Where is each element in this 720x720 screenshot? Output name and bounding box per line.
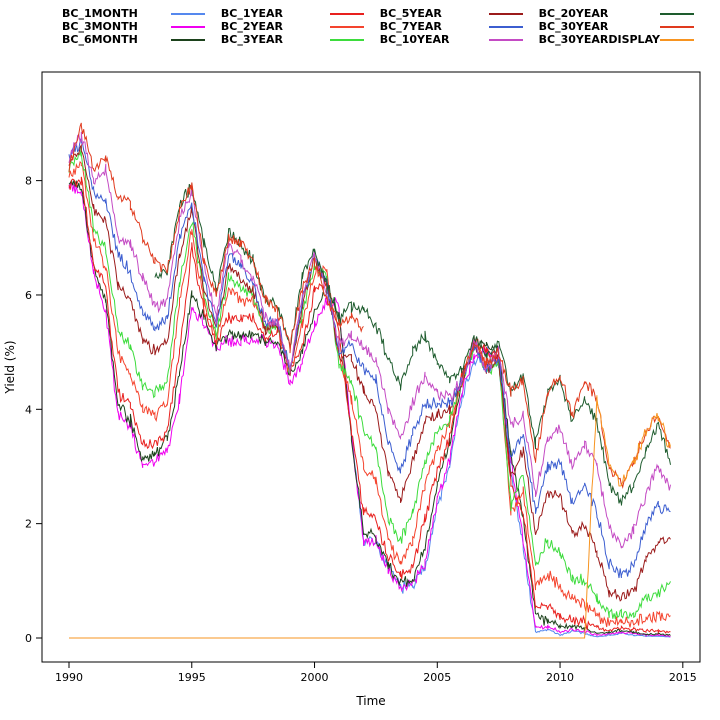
- legend-label: BC_1YEAR: [220, 7, 283, 20]
- legend-swatch: [329, 38, 364, 41]
- x-tick-label: 1990: [55, 671, 83, 684]
- legend-item: BC_1YEAR: [221, 7, 374, 20]
- chart-legend: BC_1MONTH BC_3MONTH BC_6MONTH BC_1YEAR BC_2Y…: [62, 7, 704, 46]
- legend-label: BC_5YEAR: [379, 7, 442, 20]
- series-BC_1YEAR: [68, 176, 671, 635]
- legend-item: BC_30YEARDISPLAY: [539, 33, 704, 46]
- y-tick-label: 0: [25, 632, 32, 645]
- legend-swatch: [329, 12, 364, 15]
- legend-swatch: [170, 38, 205, 41]
- legend-item: BC_5YEAR: [380, 7, 533, 20]
- legend-label: BC_30YEARDISPLAY: [538, 33, 660, 46]
- legend-swatch: [660, 25, 694, 28]
- y-tick-label: 8: [25, 175, 32, 188]
- series-BC_3MONTH: [68, 180, 671, 638]
- series-BC_10YEAR: [68, 131, 671, 549]
- x-tick-label: 1995: [178, 671, 206, 684]
- legend-label: BC_2YEAR: [220, 20, 283, 33]
- legend-swatch: [488, 38, 523, 41]
- legend-label: BC_3YEAR: [220, 33, 283, 46]
- legend-label: BC_6MONTH: [62, 33, 138, 46]
- legend-item: BC_6MONTH: [62, 33, 215, 46]
- series-BC_30YEARDISPLAY: [69, 395, 671, 639]
- legend-swatch: [170, 12, 205, 15]
- legend-item: BC_30YEAR: [539, 20, 704, 33]
- legend-swatch: [660, 38, 694, 41]
- legend-item: BC_3YEAR: [221, 33, 374, 46]
- y-tick-label: 2: [25, 518, 32, 531]
- series-BC_3YEAR: [68, 146, 671, 620]
- x-tick-label: 2005: [423, 671, 451, 684]
- legend-swatch: [488, 25, 523, 28]
- series-BC_2YEAR: [68, 160, 671, 628]
- y-axis-label: Yield (%): [3, 340, 17, 394]
- legend-item: BC_1MONTH: [62, 7, 215, 20]
- legend-item: BC_2YEAR: [221, 20, 374, 33]
- legend-swatch: [660, 12, 694, 15]
- x-tick-label: 2015: [669, 671, 697, 684]
- legend-label: BC_7YEAR: [379, 20, 442, 33]
- legend-item: BC_20YEAR: [539, 7, 704, 20]
- y-tick-label: 6: [25, 289, 32, 302]
- series-BC_7YEAR: [68, 138, 671, 579]
- x-tick-label: 2010: [546, 671, 574, 684]
- legend-label: BC_10YEAR: [379, 33, 450, 46]
- series-BC_30YEAR: [68, 122, 671, 489]
- y-tick-label: 4: [25, 403, 32, 416]
- legend-label: BC_20YEAR: [538, 7, 609, 20]
- plot-border: [41, 71, 701, 663]
- legend-swatch: [488, 12, 523, 15]
- legend-item: BC_10YEAR: [380, 33, 533, 46]
- legend-item: BC_7YEAR: [380, 20, 533, 33]
- legend-label: BC_3MONTH: [62, 20, 138, 33]
- legend-item: BC_3MONTH: [62, 20, 215, 33]
- series-BC_5YEAR: [68, 143, 671, 602]
- legend-label: BC_30YEAR: [538, 20, 609, 33]
- legend-label: BC_1MONTH: [62, 7, 138, 20]
- legend-swatch: [170, 25, 205, 28]
- series-BC_6MONTH: [68, 179, 671, 636]
- legend-swatch: [329, 25, 364, 28]
- x-tick-label: 2000: [301, 671, 329, 684]
- x-axis-label: Time: [355, 694, 385, 708]
